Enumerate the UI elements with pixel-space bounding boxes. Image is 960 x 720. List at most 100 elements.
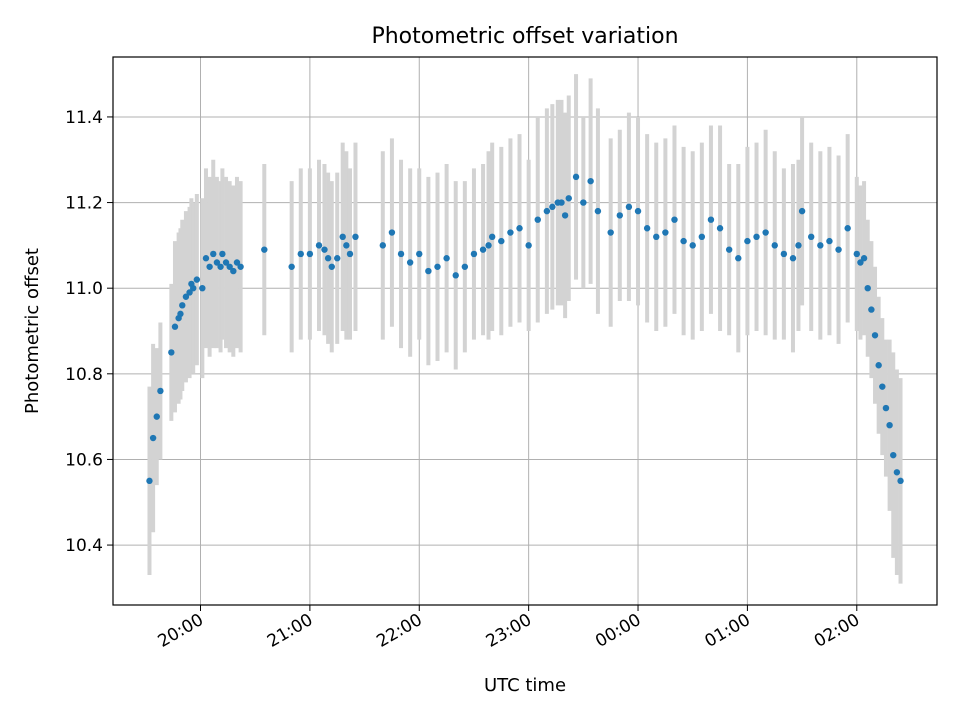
data-point — [798, 207, 806, 215]
data-point — [893, 469, 901, 476]
data-point — [485, 242, 492, 249]
x-tick-label: 00:00 — [592, 610, 644, 652]
data-point — [210, 250, 217, 258]
data-point — [808, 233, 815, 241]
data-point — [868, 306, 875, 313]
data-point — [321, 246, 328, 253]
data-point — [288, 263, 295, 270]
data-point — [844, 225, 851, 232]
data-point — [707, 216, 715, 223]
data-point — [516, 225, 523, 232]
chart-title: Photometric offset variation — [371, 24, 678, 49]
data-point — [157, 387, 164, 395]
x-tick-label: 01:00 — [701, 610, 753, 652]
data-point — [857, 259, 864, 266]
data-point — [572, 173, 580, 181]
data-point — [634, 207, 642, 215]
data-point — [379, 242, 387, 249]
data-point — [735, 255, 742, 262]
data-point — [479, 246, 487, 253]
data-point — [525, 242, 532, 249]
data-point — [306, 250, 314, 258]
data-point — [324, 255, 332, 262]
data-point — [397, 250, 405, 258]
data-point — [213, 259, 221, 266]
data-point — [725, 246, 733, 253]
data-point — [199, 284, 206, 292]
data-point — [146, 477, 153, 485]
data-point — [434, 263, 441, 270]
y-tick-label: 11.2 — [65, 194, 103, 214]
error-bars — [147, 74, 903, 584]
data-point — [689, 242, 696, 249]
data-point — [452, 272, 459, 279]
data-point — [795, 242, 802, 249]
data-point — [817, 242, 824, 249]
data-point — [226, 263, 233, 270]
data-point — [662, 229, 669, 236]
data-point — [334, 255, 341, 262]
data-point — [171, 323, 179, 330]
data-point — [744, 237, 751, 245]
data-point — [352, 233, 359, 241]
data-point — [388, 229, 396, 236]
x-tick-label: 23:00 — [483, 610, 535, 652]
data-point — [543, 207, 551, 215]
x-tick-label: 21:00 — [264, 610, 316, 652]
data-point — [202, 255, 210, 262]
data-point — [179, 302, 186, 309]
data-point — [507, 229, 514, 236]
data-point — [206, 263, 213, 270]
data-point — [339, 233, 346, 241]
plot-area — [112, 56, 938, 606]
data-point — [580, 199, 587, 206]
data-point — [762, 229, 769, 236]
data-point — [698, 233, 706, 241]
data-point — [565, 195, 572, 202]
y-tick-label: 11.4 — [65, 108, 103, 128]
data-point — [753, 233, 760, 241]
data-point — [328, 263, 335, 270]
x-tick-label: 22:00 — [373, 610, 425, 652]
data-point — [897, 477, 904, 485]
data-point — [643, 225, 651, 232]
data-point — [149, 434, 157, 442]
y-tick-label: 10.8 — [65, 365, 103, 385]
y-tick-label: 10.4 — [65, 536, 103, 556]
data-point — [182, 293, 190, 300]
data-point — [177, 310, 184, 318]
data-point — [789, 255, 797, 262]
data-point — [625, 203, 633, 211]
x-axis-label: UTC time — [484, 675, 566, 696]
data-point — [561, 212, 569, 219]
data-point — [190, 284, 197, 292]
data-point — [193, 276, 201, 283]
data-point — [890, 451, 897, 459]
data-point — [443, 255, 450, 262]
data-point — [886, 421, 893, 429]
data-point — [461, 263, 469, 270]
data-points — [146, 173, 904, 485]
data-point — [780, 250, 788, 258]
x-tick-label: 20:00 — [155, 610, 207, 652]
data-point — [346, 250, 354, 258]
data-point — [470, 250, 478, 258]
data-point — [607, 229, 614, 236]
data-point — [882, 404, 890, 412]
data-point — [315, 242, 323, 249]
data-point — [217, 263, 224, 270]
data-point — [616, 212, 623, 219]
data-point — [416, 250, 423, 258]
data-point — [233, 259, 241, 266]
data-point — [230, 267, 237, 275]
data-point — [406, 259, 414, 266]
data-point — [168, 349, 175, 356]
data-point — [671, 216, 678, 223]
data-point — [594, 207, 602, 215]
data-point — [716, 225, 724, 232]
data-point — [879, 383, 886, 390]
data-point — [875, 362, 882, 369]
data-point — [587, 177, 594, 185]
data-point — [219, 250, 226, 258]
